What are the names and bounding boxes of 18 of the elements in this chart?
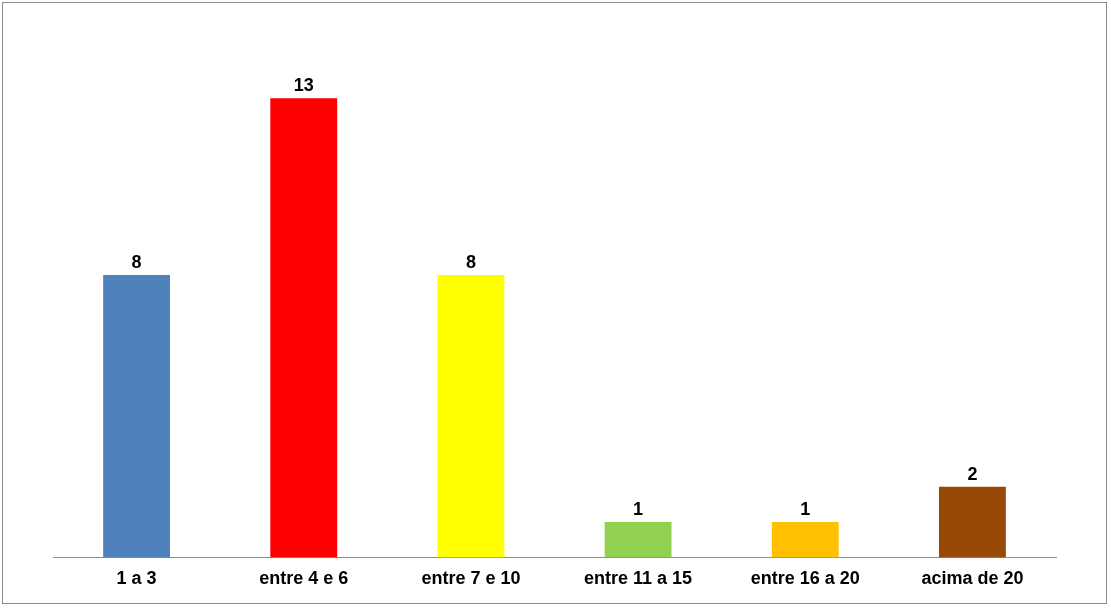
bar bbox=[771, 522, 839, 558]
bar bbox=[103, 274, 171, 558]
data-label: 2 bbox=[967, 463, 978, 484]
bar bbox=[437, 274, 505, 558]
x-tick-label: entre 16 a 20 bbox=[750, 568, 860, 589]
data-label: 13 bbox=[293, 75, 314, 96]
x-tick-label: acima de 20 bbox=[921, 568, 1024, 589]
data-label: 1 bbox=[633, 499, 644, 520]
x-tick-label: entre 4 e 6 bbox=[259, 568, 349, 589]
bar bbox=[604, 522, 672, 558]
x-tick-label: 1 a 3 bbox=[116, 568, 157, 589]
bar bbox=[938, 486, 1006, 558]
data-label: 8 bbox=[131, 251, 142, 272]
x-tick-label: entre 11 a 15 bbox=[584, 568, 693, 589]
data-label: 1 bbox=[800, 499, 811, 520]
bar bbox=[270, 98, 338, 558]
x-tick-label: entre 7 e 10 bbox=[421, 568, 521, 589]
data-label: 8 bbox=[465, 251, 476, 272]
